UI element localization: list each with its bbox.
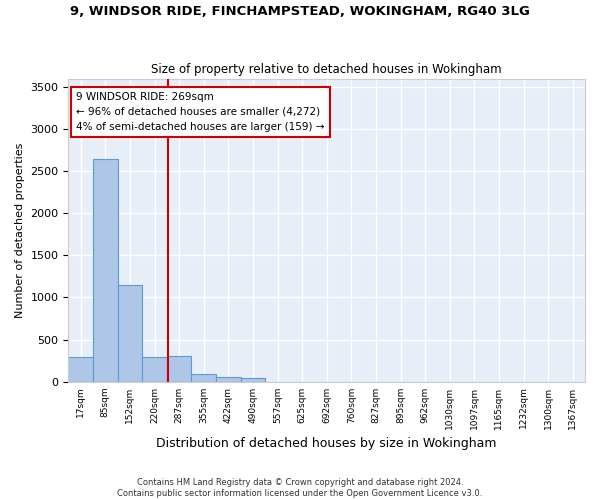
Bar: [142, 357, 167, 382]
Bar: [68, 358, 93, 382]
Bar: [167, 356, 191, 382]
Text: Contains HM Land Registry data © Crown copyright and database right 2024.
Contai: Contains HM Land Registry data © Crown c…: [118, 478, 482, 498]
Y-axis label: Number of detached properties: Number of detached properties: [15, 142, 25, 318]
Bar: [118, 286, 142, 382]
Bar: [93, 158, 118, 382]
Bar: [241, 378, 265, 382]
Bar: [191, 374, 216, 382]
Text: 9 WINDSOR RIDE: 269sqm
← 96% of detached houses are smaller (4,272)
4% of semi-d: 9 WINDSOR RIDE: 269sqm ← 96% of detached…: [76, 92, 325, 132]
X-axis label: Distribution of detached houses by size in Wokingham: Distribution of detached houses by size …: [157, 437, 497, 450]
Text: 9, WINDSOR RIDE, FINCHAMPSTEAD, WOKINGHAM, RG40 3LG: 9, WINDSOR RIDE, FINCHAMPSTEAD, WOKINGHA…: [70, 5, 530, 18]
Title: Size of property relative to detached houses in Wokingham: Size of property relative to detached ho…: [151, 63, 502, 76]
Bar: [216, 377, 241, 382]
